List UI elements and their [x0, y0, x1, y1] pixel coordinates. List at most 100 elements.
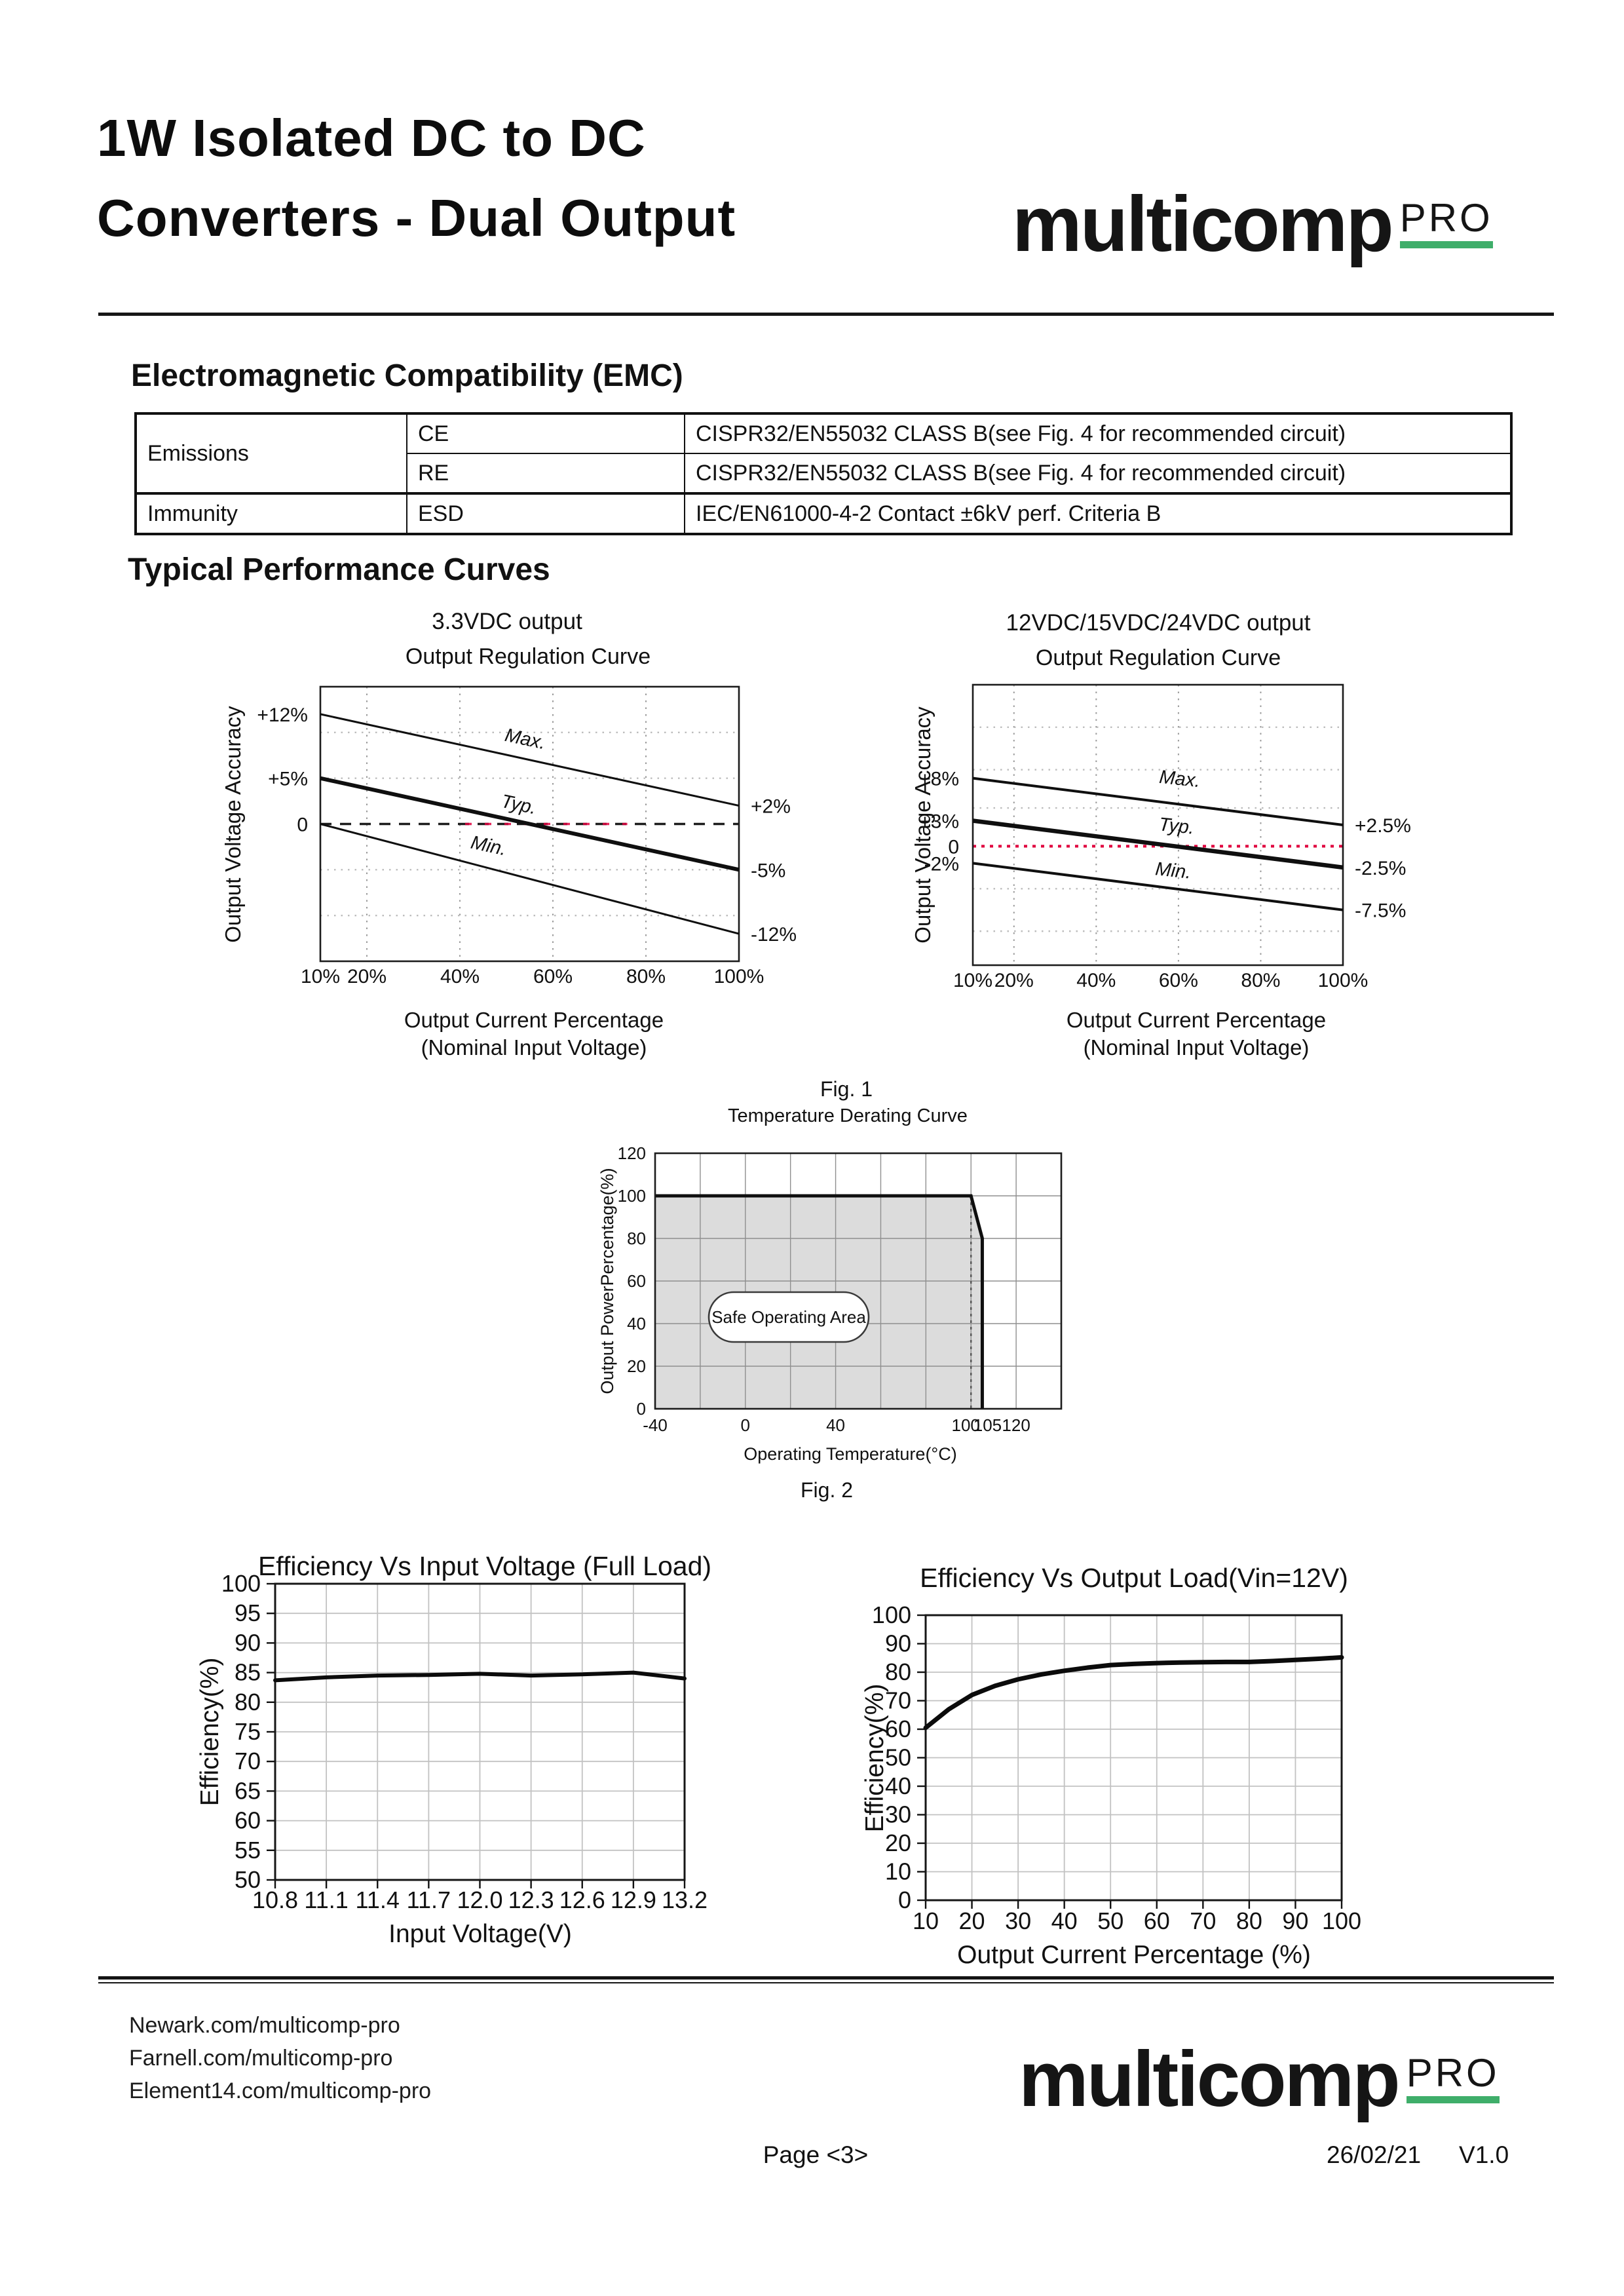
document-title-line2: Converters - Dual Output [97, 189, 736, 247]
plot-border [924, 1614, 1343, 1902]
x-tick-label: 20% [347, 966, 387, 987]
y-tick-label: 40 [627, 1314, 646, 1333]
version-text: V1.0 [1459, 2141, 1509, 2168]
y-tick-label: 20 [627, 1356, 646, 1376]
y-tick-label: 80 [885, 1658, 911, 1685]
x-axis-title: Operating Temperature(°C) [744, 1444, 956, 1464]
plot-border [319, 685, 740, 963]
fig1-label: Fig. 1 [820, 1077, 873, 1101]
y-tick-label: 70 [235, 1748, 261, 1774]
series-line [972, 862, 1344, 911]
x-tick-label: 90 [1282, 1907, 1308, 1934]
chart-title: 12VDC/15VDC/24VDC output [1006, 610, 1311, 636]
x-tick-label: 100 [952, 1415, 980, 1435]
x-tick-label: 12.9 [611, 1886, 656, 1913]
y-tick-label: 100 [618, 1186, 646, 1206]
footer-divider [98, 1976, 1554, 1983]
series-line [972, 776, 1344, 826]
y-left-label: 0 [948, 836, 959, 858]
series-label: Min. [469, 832, 508, 860]
series-label: Max. [1158, 767, 1201, 792]
logo-brand-text: multicomp [1012, 180, 1394, 268]
plot-border [972, 683, 1344, 966]
emc-group-cell: Immunity [135, 492, 407, 535]
y-left-label: -2% [924, 853, 959, 875]
series-line [972, 818, 1344, 870]
y-tick-label: 100 [221, 1570, 261, 1597]
multicomp-pro-logo-footer: multicomp PRO [1019, 2040, 1500, 2123]
x-axis-title: Input Voltage(V) [388, 1920, 572, 1948]
footer-link-element14[interactable]: Element14.com/multicomp-pro [129, 2078, 432, 2103]
x-tick-label: 40% [1076, 970, 1116, 991]
footer-link-newark[interactable]: Newark.com/multicomp-pro [129, 2013, 400, 2038]
y-tick-label: 75 [235, 1718, 261, 1745]
x-tick-label: 80 [1236, 1907, 1262, 1934]
chart-title: Efficiency Vs Output Load(Vin=12V) [920, 1563, 1348, 1593]
y-tick-label: 10 [885, 1858, 911, 1885]
y-tick-label: 60 [235, 1807, 261, 1834]
x-tick-label: 40% [440, 966, 480, 987]
y-axis-title: Efficiency(%) [196, 1658, 224, 1807]
chart-reg12: Max. Typ. Min. +8% +3% 0-2% +2.5% -2.5% -7.5% 10%… [911, 610, 1411, 1060]
x-tick-label: -40 [643, 1415, 668, 1435]
document-title: 1W Isolated DC to DC Converters - Dual O… [97, 98, 736, 258]
x-tick-label: 11.1 [304, 1886, 348, 1913]
page-number: Page <3> [763, 2141, 869, 2168]
y-left-label: +3% [919, 811, 959, 833]
series-label: Typ. [499, 791, 538, 819]
x-tick-label: 40 [1051, 1907, 1078, 1934]
y-tick-label: 55 [235, 1837, 261, 1864]
x-tick-label: 60 [1144, 1907, 1170, 1934]
y-axis-title: Output PowerPercentage(%) [597, 1168, 617, 1394]
y-axis-title: Efficiency(%) [861, 1684, 889, 1833]
y-right-label: +2.5% [1355, 815, 1411, 837]
fig2-label: Fig. 2 [800, 1478, 854, 1502]
x-axis-title: Output Current Percentage [1067, 1008, 1326, 1032]
y-tick-label: 95 [235, 1599, 261, 1626]
y-tick-label: 85 [235, 1659, 261, 1686]
chart-title: Efficiency Vs Input Voltage (Full Load) [258, 1551, 711, 1581]
x-axis-title-line2: (Nominal Input Voltage) [1084, 1035, 1310, 1060]
x-tick-label: 60% [1159, 970, 1198, 991]
derating-boundary [655, 1194, 984, 1409]
x-tick-label: 100% [1318, 970, 1369, 991]
y-axis-title: Output Voltage Accuracy [221, 706, 245, 943]
y-tick-label: 50 [235, 1866, 261, 1893]
y-tick-label: 100 [872, 1601, 911, 1628]
x-tick-label: 10% [301, 966, 340, 987]
safe-area-callout [708, 1291, 870, 1343]
y-tick-label: 80 [627, 1229, 646, 1248]
emc-table: Emissions CE CISPR32/EN55032 CLASS B(see… [134, 412, 1513, 535]
x-tick-label: 20 [959, 1907, 985, 1934]
x-axis-title: Output Current Percentage [404, 1008, 664, 1032]
table-row: Emissions CE CISPR32/EN55032 CLASS B(see… [135, 413, 1512, 494]
x-tick-label: 12.3 [508, 1886, 554, 1913]
footer-link-farnell[interactable]: Farnell.com/multicomp-pro [129, 2046, 393, 2071]
emc-group-cell: Emissions [135, 413, 407, 494]
series-line [320, 823, 740, 935]
emc-type-cell: RE [406, 453, 685, 494]
x-tick-label: 100 [1322, 1907, 1361, 1934]
y-tick-label: 50 [885, 1744, 911, 1771]
efficiency-curve [923, 1655, 1344, 1731]
y-right-label: -7.5% [1355, 900, 1406, 922]
emc-value-cell: CISPR32/EN55032 CLASS B(see Fig. 4 for r… [684, 413, 1512, 454]
safe-area-label: Safe Operating Area [711, 1307, 866, 1327]
emc-type-cell: ESD [406, 492, 685, 535]
chart-title: 3.3VDC output [432, 609, 582, 634]
series-label: Max. [503, 725, 548, 754]
x-tick-label: 120 [1002, 1415, 1030, 1435]
y-tick-label: 40 [885, 1772, 911, 1799]
y-tick-label: 60 [627, 1271, 646, 1291]
date-text: 26/02/21 [1327, 2141, 1422, 2168]
table-row: Immunity ESD IEC/EN61000-4-2 Contact ±6k… [135, 492, 1512, 535]
x-tick-label: 12.0 [457, 1886, 502, 1913]
logo-pro-text: PRO [1406, 2054, 1500, 2103]
y-left-label: +8% [919, 769, 959, 790]
footer-date-version: 26/02/21 V1.0 [1327, 2141, 1509, 2169]
y-left-label: +5% [268, 769, 308, 790]
x-tick-label: 0 [741, 1415, 750, 1435]
